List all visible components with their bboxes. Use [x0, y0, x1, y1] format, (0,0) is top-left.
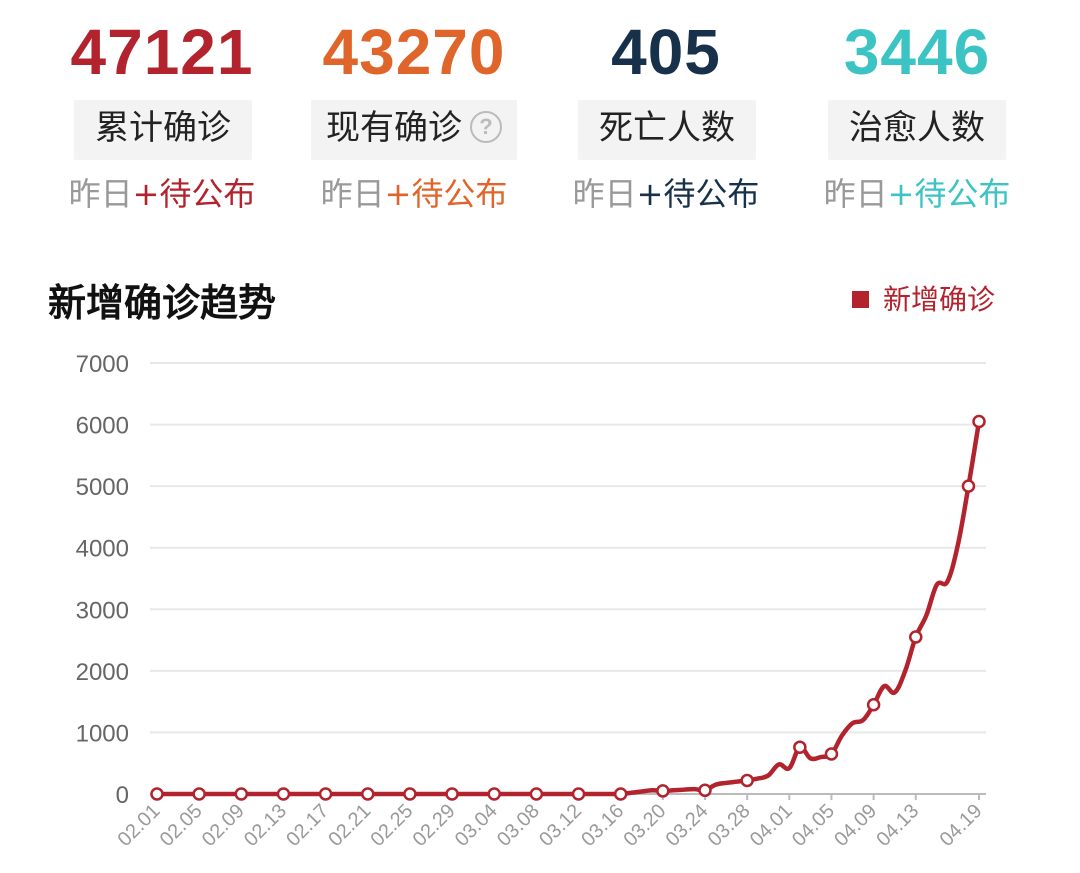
help-icon[interactable]: ? [470, 110, 502, 143]
data-point [824, 747, 839, 761]
x-tick-label: 02.25 [367, 800, 418, 851]
x-tick-label: 03.24 [662, 800, 713, 851]
chart-title: 新增确诊趋势 [48, 281, 277, 325]
stat-delta: 昨日+待公布 [792, 170, 1042, 218]
x-tick-label: 02.17 [282, 800, 333, 851]
data-point [403, 787, 417, 801]
x-tick-label: 03.20 [619, 800, 670, 851]
trend-chart: 0100020003000400050006000700002.0102.050… [76, 351, 987, 851]
y-tick-label: 3000 [76, 597, 129, 624]
x-tick-label: 03.12 [535, 800, 586, 851]
y-tick-label: 1000 [76, 720, 129, 747]
delta-prefix: 昨日 [572, 175, 637, 213]
data-point [150, 787, 164, 801]
y-tick-label: 2000 [76, 659, 129, 686]
data-point [613, 787, 628, 801]
data-point [909, 630, 923, 644]
y-tick-label: 4000 [76, 536, 129, 563]
stats-panel: 47121 累计确诊 昨日+待公布 43270 现有确诊? 昨日+待公布 405… [0, 0, 1080, 230]
delta-prefix: 昨日 [320, 175, 385, 213]
stat-value: 3446 [843, 16, 991, 88]
stat-label: 现有确诊? [311, 100, 517, 160]
x-tick-label: 03.04 [451, 800, 502, 851]
legend-label: 新增确诊 [883, 283, 996, 316]
x-tick-label: 02.13 [240, 800, 291, 851]
delta-prefix: 昨日 [68, 175, 133, 213]
x-tick-label: 02.29 [409, 800, 460, 851]
stat-delta: 昨日+待公布 [289, 170, 539, 218]
delta-value: +待公布 [132, 175, 256, 213]
delta-value: +待公布 [887, 175, 1011, 213]
stat-label: 治愈人数 [828, 100, 1006, 160]
delta-value: +待公布 [636, 175, 760, 213]
data-point [972, 414, 986, 429]
data-point [656, 784, 670, 798]
x-tick-label: 02.09 [198, 800, 249, 851]
data-point [192, 787, 206, 801]
data-point [318, 787, 333, 801]
stat-value: 43270 [322, 16, 506, 88]
x-tick-label: 04.01 [746, 800, 797, 851]
stat-delta: 昨日+待公布 [541, 170, 791, 218]
x-tick-label: 03.08 [493, 800, 544, 851]
y-tick-label: 5000 [76, 474, 129, 501]
y-tick-label: 6000 [76, 413, 129, 440]
data-point [698, 783, 712, 798]
data-point [740, 773, 754, 788]
stat-delta: 昨日+待公布 [37, 170, 287, 218]
x-tick-label: 02.21 [324, 800, 375, 851]
data-point [961, 479, 976, 493]
x-tick-label: 03.28 [704, 800, 755, 851]
data-point [866, 697, 881, 712]
data-point [793, 740, 807, 754]
data-point [234, 787, 249, 801]
data-point [571, 787, 586, 801]
x-tick-label: 04.05 [788, 800, 839, 851]
data-point [529, 787, 544, 801]
x-tick-label: 04.19 [936, 800, 987, 851]
delta-value: +待公布 [384, 175, 508, 213]
data-point [445, 787, 459, 801]
stat-label-text: 现有确诊 [326, 108, 462, 148]
legend-swatch [852, 290, 869, 308]
stat-label: 累计确诊 [74, 100, 252, 160]
stat-value: 405 [611, 16, 721, 88]
x-tick-label: 03.16 [577, 800, 628, 851]
x-tick-label: 04.09 [830, 800, 881, 851]
y-tick-label: 0 [116, 782, 129, 809]
series-line [156, 421, 982, 797]
data-point [276, 787, 291, 801]
y-tick-label: 7000 [76, 351, 129, 378]
data-point [361, 787, 375, 801]
chart-legend[interactable]: 新增确诊 [852, 280, 995, 320]
x-tick-label: 04.13 [872, 800, 923, 851]
stat-value: 47121 [70, 16, 254, 88]
x-tick-label: 02.05 [156, 800, 207, 851]
data-point [487, 787, 501, 801]
stat-label: 死亡人数 [578, 100, 756, 160]
delta-prefix: 昨日 [823, 175, 888, 213]
